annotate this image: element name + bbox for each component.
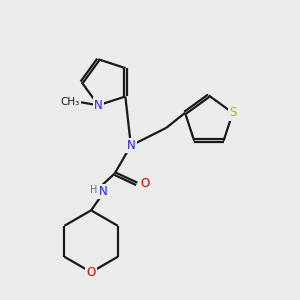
Text: H: H bbox=[90, 185, 98, 195]
Text: S: S bbox=[229, 106, 236, 119]
Text: N: N bbox=[98, 185, 107, 198]
Text: O: O bbox=[86, 266, 96, 279]
Text: N: N bbox=[94, 99, 103, 112]
Text: CH₃: CH₃ bbox=[61, 97, 80, 107]
Text: N: N bbox=[127, 139, 135, 152]
Text: O: O bbox=[140, 177, 150, 190]
